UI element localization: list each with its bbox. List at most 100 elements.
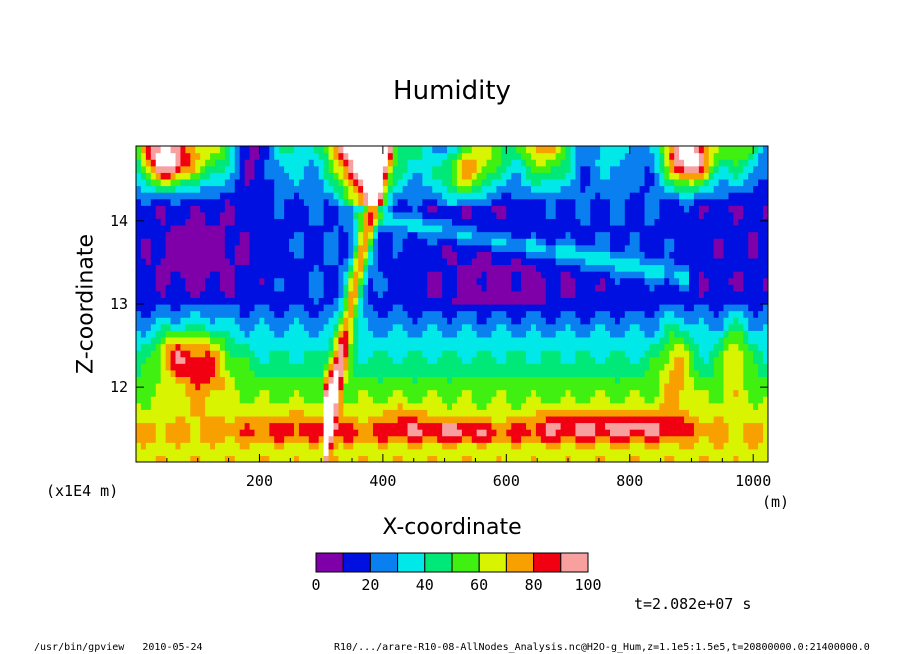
heatmap-cell: [254, 172, 261, 180]
heatmap-cell: [437, 448, 443, 457]
heatmap-cell: [298, 192, 305, 200]
heatmap-cell: [195, 356, 201, 364]
heatmap-cell: [215, 376, 221, 384]
heatmap-cell: [397, 343, 404, 351]
heatmap-cell: [402, 323, 409, 331]
heatmap-cell: [387, 198, 394, 206]
heatmap-cell: [575, 383, 581, 391]
heatmap-cell: [422, 429, 428, 437]
heatmap-cell: [205, 330, 211, 338]
heatmap-cell: [224, 185, 231, 193]
heatmap-cell: [550, 244, 557, 252]
heatmap-cell: [215, 442, 221, 450]
heatmap-cell: [629, 435, 636, 443]
heatmap-cell: [629, 363, 636, 371]
heatmap-cell: [595, 422, 601, 430]
heatmap-cell: [595, 455, 601, 462]
heatmap-cell: [397, 271, 404, 279]
heatmap-cell: [565, 323, 572, 331]
heatmap-cell: [274, 442, 280, 450]
heatmap-cell: [610, 205, 616, 213]
heatmap-cell: [368, 343, 374, 351]
heatmap-cell: [526, 422, 532, 430]
heatmap-cell: [224, 225, 231, 233]
heatmap-cell: [140, 336, 147, 345]
heatmap-cell: [190, 422, 196, 430]
heatmap-cell: [264, 415, 270, 424]
heatmap-cell: [555, 271, 562, 279]
heatmap-cell: [402, 211, 409, 220]
heatmap-cell: [501, 350, 507, 358]
heatmap-cell: [496, 284, 502, 292]
heatmap-cell: [580, 448, 586, 457]
heatmap-cell: [303, 178, 310, 187]
heatmap-cell: [461, 218, 468, 226]
heatmap-cell: [629, 178, 636, 187]
heatmap-cell: [422, 244, 428, 252]
heatmap-cell: [624, 343, 631, 351]
heatmap-cell: [491, 277, 498, 285]
heatmap-cell: [506, 343, 512, 351]
heatmap-cell: [610, 330, 616, 338]
heatmap-cell: [338, 455, 344, 462]
heatmap-cell: [205, 198, 211, 206]
heatmap-cell: [145, 350, 152, 358]
heatmap-cell: [516, 429, 522, 437]
heatmap-cell: [397, 218, 404, 226]
heatmap-cell: [244, 330, 251, 338]
heatmap-cell: [590, 304, 596, 312]
heatmap-cell: [289, 396, 295, 404]
heatmap-cell: [323, 264, 330, 272]
heatmap-cell: [516, 198, 522, 206]
heatmap-cell: [210, 383, 216, 391]
heatmap-cell: [526, 251, 532, 259]
heatmap-cell: [368, 350, 374, 358]
heatmap-cell: [417, 376, 423, 384]
heatmap-cell: [392, 277, 399, 285]
heatmap-cell: [229, 317, 236, 325]
heatmap-cell: [244, 178, 251, 187]
heatmap-cell: [531, 165, 537, 173]
heatmap-cell: [150, 244, 157, 252]
heatmap-cell: [294, 402, 300, 410]
heatmap-cell: [402, 277, 409, 285]
heatmap-cell: [540, 192, 547, 200]
heatmap-cell: [298, 356, 305, 364]
heatmap-cell: [215, 257, 221, 266]
heatmap-cell: [639, 284, 646, 292]
heatmap-cell: [363, 218, 369, 226]
heatmap-cell: [427, 211, 433, 220]
heatmap-cell: [219, 330, 226, 338]
heatmap-cell: [624, 146, 631, 154]
heatmap-cell: [200, 165, 206, 173]
heatmap-cell: [476, 218, 483, 226]
heatmap-cell: [328, 415, 335, 424]
heatmap-cell: [511, 409, 517, 417]
heatmap-cell: [452, 369, 458, 378]
heatmap-cell: [491, 402, 498, 410]
heatmap-cell: [328, 297, 335, 305]
heatmap-cell: [377, 297, 384, 305]
heatmap-cell: [491, 429, 498, 437]
heatmap-cell: [289, 435, 295, 443]
heatmap-cell: [323, 363, 330, 371]
heatmap-cell: [511, 402, 517, 410]
heatmap-cell: [610, 350, 616, 358]
heatmap-cell: [580, 231, 586, 239]
heatmap-cell: [298, 146, 305, 154]
heatmap-cell: [550, 185, 557, 193]
heatmap-cell: [338, 448, 344, 457]
heatmap-cell: [170, 415, 177, 424]
heatmap-cell: [140, 304, 147, 312]
heatmap-cell: [526, 330, 532, 338]
heatmap-cell: [170, 152, 177, 160]
heatmap-cell: [269, 277, 275, 285]
heatmap-cell: [244, 363, 251, 371]
heatmap-cell: [531, 363, 537, 371]
heatmap-cell: [205, 211, 211, 220]
heatmap-cell: [461, 172, 468, 180]
heatmap-cell: [338, 244, 344, 252]
heatmap-cell: [516, 225, 522, 233]
heatmap-cell: [526, 343, 532, 351]
heatmap-cell: [397, 363, 404, 371]
